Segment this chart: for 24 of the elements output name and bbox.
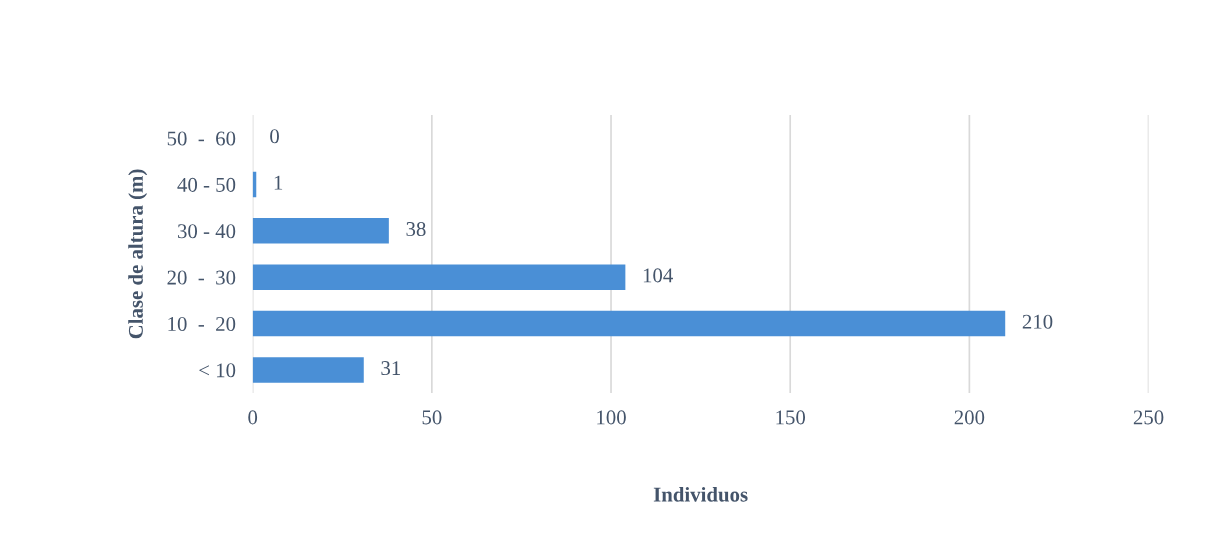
x-tick-label: 0: [248, 410, 258, 425]
data-label: 210: [1022, 314, 1053, 329]
x-tick-label: 100: [597, 410, 626, 425]
data-label: 104: [643, 268, 673, 283]
x-tick-label: 150: [776, 410, 806, 425]
bar: [252, 310, 1006, 337]
bar: [252, 218, 389, 244]
y-tick-label: < 10: [199, 363, 236, 378]
y-tick-label: 10 - 20: [168, 316, 236, 331]
y-tick-label: 40 - 50: [177, 177, 236, 192]
data-label: 38: [406, 221, 426, 237]
x-tick-label: 50: [422, 410, 442, 425]
data-label: 0: [270, 129, 279, 144]
data-label: 1: [274, 175, 283, 190]
x-tick-label: 250: [1133, 410, 1164, 425]
x-axis-title: Individuos: [653, 486, 748, 502]
y-tick-label: 20 - 30: [167, 270, 236, 285]
bar: [252, 357, 364, 383]
y-tick-label: 30 - 40: [177, 224, 236, 239]
bar: [252, 264, 626, 290]
y-axis-title: Clase de altura (m): [128, 169, 148, 339]
data-label: 31: [381, 361, 401, 376]
y-tick-label: 50 - 60: [167, 131, 236, 146]
x-tick-label: 200: [954, 410, 985, 425]
